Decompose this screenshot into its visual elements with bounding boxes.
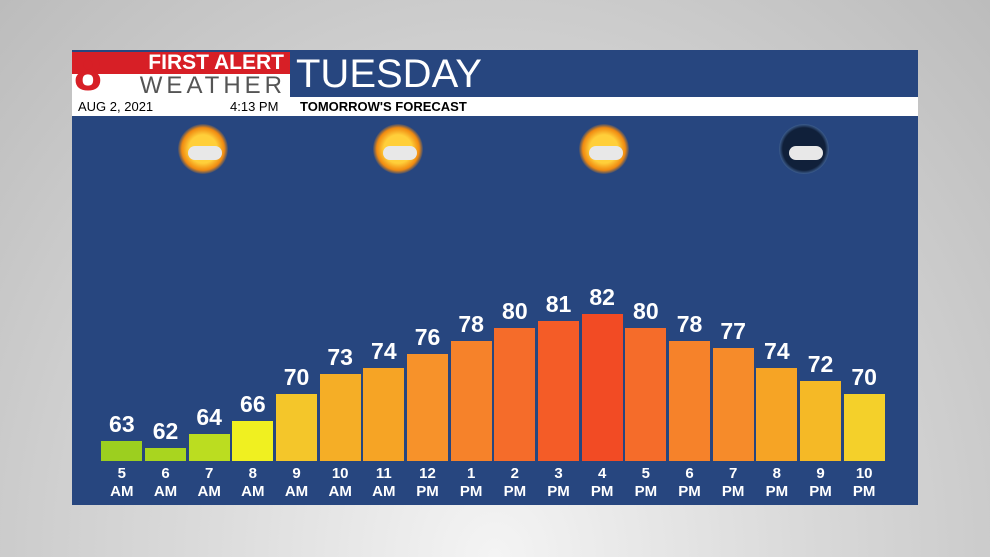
value-label: 81 xyxy=(545,290,572,317)
bar xyxy=(625,327,667,461)
x-tick-label: 3 PM xyxy=(547,465,570,500)
info-strip xyxy=(72,97,918,116)
value-label: 66 xyxy=(240,390,266,417)
value-label: 64 xyxy=(196,404,222,431)
bar xyxy=(276,394,317,461)
value-label: 74 xyxy=(764,337,790,364)
weather-icon xyxy=(178,124,228,174)
x-tick-label: 9 PM xyxy=(809,465,832,500)
value-label: 78 xyxy=(458,310,484,337)
value-label: 70 xyxy=(283,364,310,391)
bar xyxy=(756,367,798,461)
bar xyxy=(188,434,230,461)
value-label: 73 xyxy=(327,344,353,371)
value-label: 76 xyxy=(414,324,441,351)
x-tick-label: 2 PM xyxy=(503,465,527,500)
x-tick-label: 6 AM xyxy=(153,465,178,500)
x-tick-label: 5 PM xyxy=(634,465,658,500)
date: AUG 2, 2021 xyxy=(78,99,154,114)
value-label: 63 xyxy=(109,410,135,437)
weather-icon xyxy=(373,124,423,174)
value-label: 80 xyxy=(633,297,659,324)
bar xyxy=(712,347,754,461)
time: 4:13 PM xyxy=(230,99,279,114)
value-label: 62 xyxy=(152,417,179,444)
x-tick-label: 10 AM xyxy=(328,465,352,500)
bar xyxy=(363,367,405,461)
x-tick-label: 7 AM xyxy=(197,465,221,500)
bar xyxy=(800,380,841,461)
brand-bottom: WEATHER xyxy=(72,74,290,98)
logo: 8 xyxy=(74,45,102,101)
bar xyxy=(145,447,186,461)
value-label: 82 xyxy=(589,284,615,311)
x-tick-label: 7 PM xyxy=(721,465,745,500)
x-tick-label: 8 PM xyxy=(765,465,789,500)
x-tick-label: 4 PM xyxy=(590,465,614,500)
x-tick-label: 10 PM xyxy=(852,465,876,500)
brand-top: FIRST ALERT xyxy=(72,52,290,74)
bar xyxy=(407,354,448,461)
bar xyxy=(101,440,143,461)
value-label: 78 xyxy=(676,310,703,337)
bar xyxy=(319,374,361,461)
subtitle: TOMORROW'S FORECAST xyxy=(300,99,467,114)
x-tick-label: 1 PM xyxy=(459,465,483,500)
bar xyxy=(581,314,623,461)
bar xyxy=(843,394,885,461)
x-tick-label: 6 PM xyxy=(678,465,701,500)
bar xyxy=(450,340,492,461)
bar xyxy=(538,320,579,461)
weather-icon xyxy=(579,124,629,174)
x-tick-label: 9 AM xyxy=(284,465,309,500)
x-tick-label: 5 AM xyxy=(110,465,134,500)
bar xyxy=(494,327,536,461)
value-label: 77 xyxy=(720,317,746,344)
bar xyxy=(232,420,274,461)
value-label: 70 xyxy=(851,364,877,391)
x-tick-label: 8 AM xyxy=(241,465,265,500)
value-label: 74 xyxy=(371,337,397,364)
weather-icon xyxy=(779,124,829,174)
chart-title: TUESDAY xyxy=(296,52,482,96)
x-tick-label: 12 PM xyxy=(416,465,439,500)
x-tick-label: 11 AM xyxy=(372,465,396,500)
bar xyxy=(669,340,710,461)
value-label: 80 xyxy=(502,297,528,324)
value-label: 72 xyxy=(807,350,834,377)
